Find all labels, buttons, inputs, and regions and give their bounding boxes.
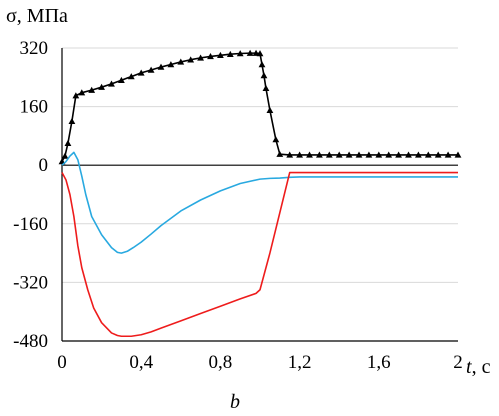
series-0-marker — [365, 151, 373, 158]
series-0-marker — [187, 56, 195, 63]
y-tick-label: -480 — [13, 331, 48, 352]
series-0-marker — [415, 151, 422, 158]
series-line-0 — [61, 52, 458, 162]
series-0-marker — [64, 139, 72, 146]
series-0-marker — [296, 151, 303, 158]
series-0-marker — [405, 151, 412, 158]
x-tick-label: 0 — [57, 352, 67, 373]
series-0-marker — [226, 50, 234, 57]
series-0-marker — [177, 58, 185, 65]
y-tick-label: -320 — [13, 272, 48, 293]
series-0-marker — [197, 54, 204, 61]
series-0-marker — [306, 151, 313, 158]
horizontal-gridlines — [62, 47, 458, 342]
series-0-marker — [355, 151, 363, 158]
series-0-marker — [272, 136, 280, 143]
series-0-marker — [207, 53, 214, 60]
series-0-marker — [454, 151, 462, 158]
series-0-marker — [118, 76, 125, 83]
x-tick-label: 1,2 — [288, 352, 312, 373]
series-0-marker — [88, 86, 96, 93]
series-0-marker — [256, 50, 264, 57]
y-tick-label: 0 — [39, 155, 49, 176]
series-0-marker — [217, 51, 224, 59]
series-0-marker — [147, 66, 155, 73]
x-tick-label: 1,6 — [367, 352, 391, 373]
series-0-marker — [345, 151, 353, 158]
series-0-marker — [108, 80, 115, 87]
series-0-marker — [246, 49, 254, 56]
series-0-marker — [137, 69, 145, 76]
figure-caption: b — [230, 391, 240, 413]
series-0-marker — [385, 151, 393, 158]
series-0-marker — [72, 92, 80, 99]
series-0-marker — [260, 72, 268, 79]
series-0-marker — [78, 89, 86, 96]
series-0-marker — [325, 151, 333, 158]
series-0-marker — [444, 151, 452, 158]
series-0-marker — [157, 63, 165, 70]
series-0-marker — [236, 50, 244, 57]
series-line-1 — [61, 151, 458, 254]
series-0-marker — [424, 151, 432, 158]
series-0-marker — [98, 83, 105, 90]
series-line-2 — [61, 171, 458, 338]
x-tick-label: 0,4 — [129, 352, 153, 373]
tick-labels: 320 160 0 -160 -320 -480 0 0,4 0,8 1,2 1,6 2 — [13, 38, 463, 373]
y-tick-label: -160 — [13, 214, 48, 235]
axes — [61, 48, 458, 342]
x-axis-unit: , с — [472, 356, 491, 378]
series-0-marker — [262, 84, 270, 92]
series-0-marker — [61, 152, 69, 159]
y-axis-label: σ, МПа — [6, 5, 68, 27]
series-0-marker — [266, 106, 274, 113]
y-tick-label: 160 — [20, 97, 49, 118]
x-axis-label: t, с — [466, 356, 491, 378]
series-0-marker — [434, 151, 442, 158]
series-0-marker — [395, 151, 402, 158]
series-0-marker — [127, 73, 135, 80]
series-group — [58, 49, 462, 338]
series-0-marker — [276, 150, 284, 157]
series-0-marker — [167, 61, 175, 68]
x-axis-variable: t — [466, 356, 472, 378]
series-0-marker — [286, 151, 294, 158]
series-0-marker — [335, 151, 343, 158]
x-tick-label: 0,8 — [209, 352, 233, 373]
series-0-marker — [68, 117, 76, 124]
series-0-marker — [375, 151, 383, 158]
series-0-marker — [258, 61, 266, 68]
x-tick-label: 2 — [453, 352, 463, 373]
series-0-marker — [316, 151, 323, 158]
y-tick-label: 320 — [20, 38, 49, 59]
